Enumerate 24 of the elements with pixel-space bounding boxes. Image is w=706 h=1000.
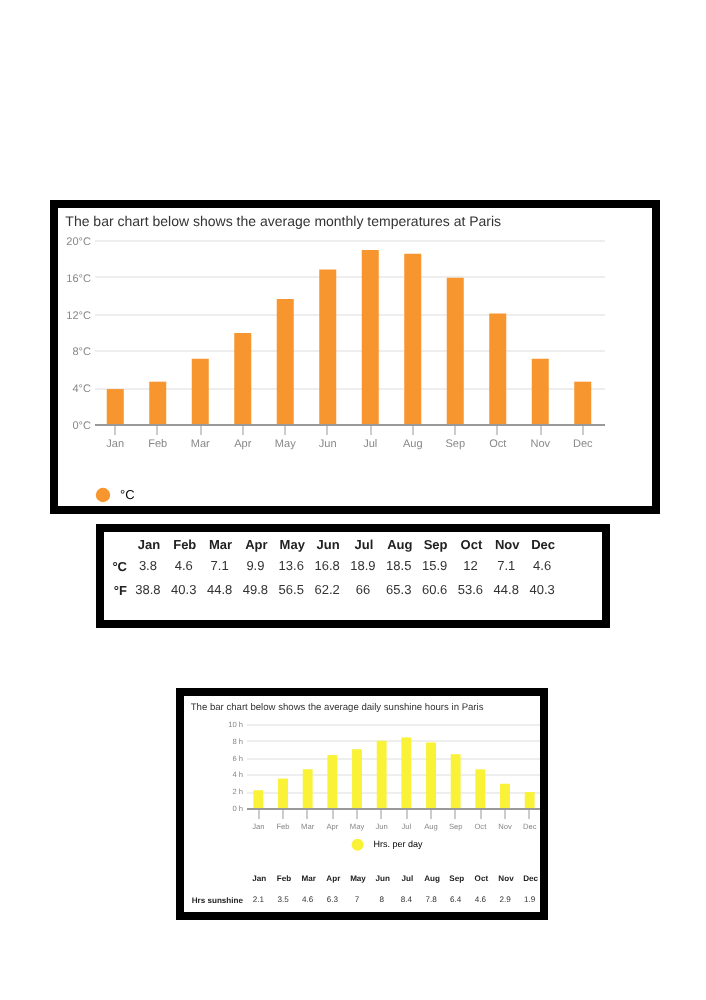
bar [276,298,294,424]
bar [327,755,338,808]
bar [500,783,510,808]
bar [253,790,264,808]
bar [426,742,436,808]
bar [319,269,337,424]
bar [234,332,252,424]
bar [361,250,379,424]
bar [574,381,592,424]
bar [191,358,209,424]
bar [401,737,412,808]
bar [524,792,535,808]
bar [302,769,313,808]
bar [278,778,288,808]
bar [489,313,507,424]
bar [106,389,124,424]
bar [446,277,464,424]
bar [450,754,461,808]
bar [149,381,167,424]
bar [531,358,549,424]
bar [352,749,362,808]
bar [376,740,387,808]
bar [404,253,422,424]
bar [475,769,486,808]
